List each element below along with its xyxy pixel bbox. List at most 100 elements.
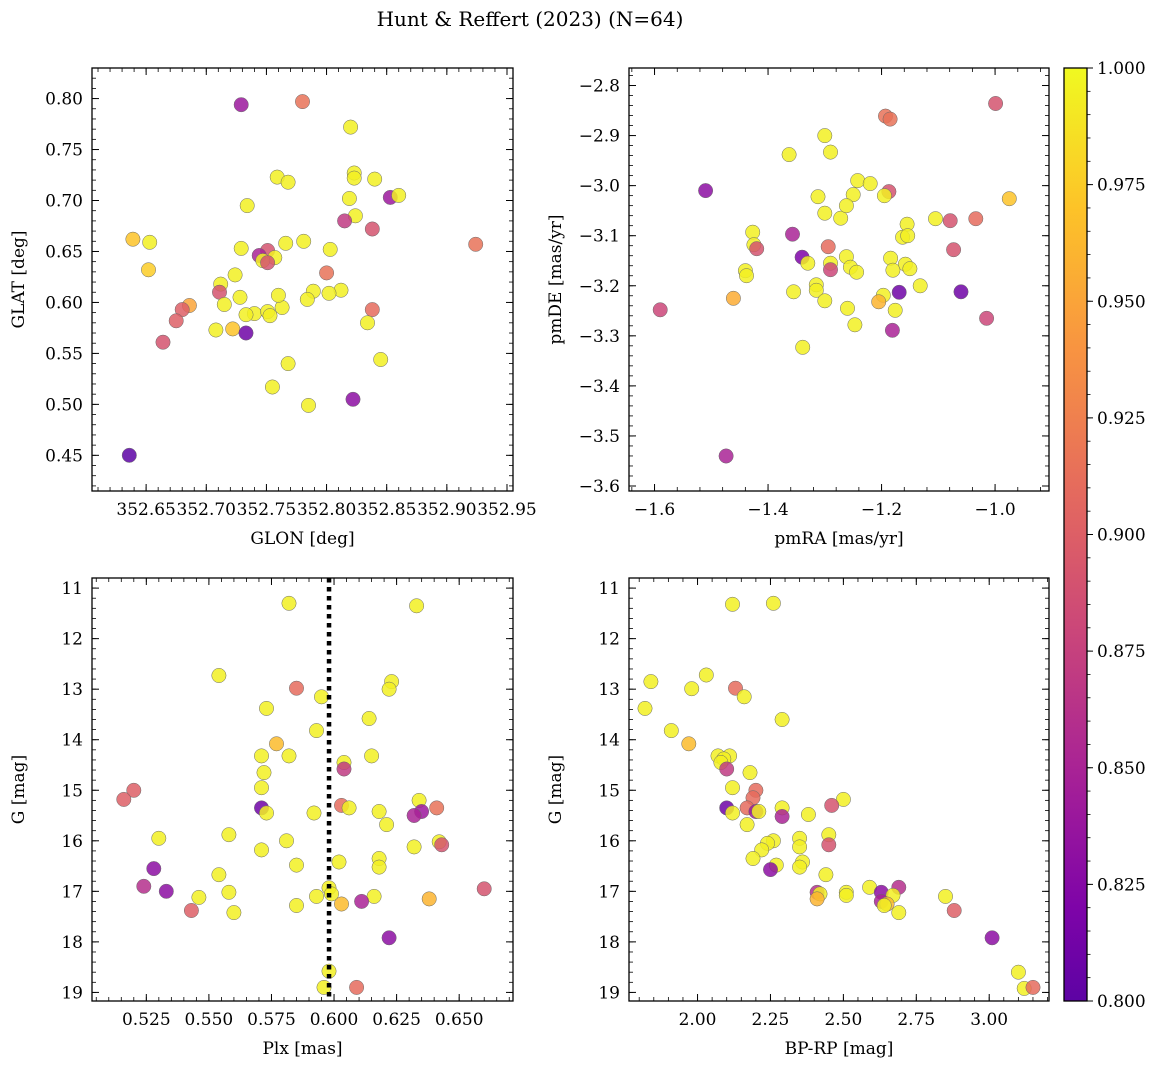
sky-point (121, 447, 137, 463)
pm-point (786, 284, 802, 300)
pm-point (781, 147, 797, 163)
pm-frame (628, 67, 1050, 492)
cmd-ytick-label: 13 (598, 680, 620, 700)
plx-point (226, 905, 242, 921)
sky-ylabel: GLAT [deg] (9, 230, 29, 328)
cmd-ytick-label: 15 (598, 781, 620, 801)
plx-point (191, 889, 207, 905)
panel-plx: 0.525 0.550 0.575 0.600 0.625 0.650 11 12 13 14 15… (9, 577, 514, 1059)
sky-point (296, 233, 312, 249)
pm-point (884, 322, 900, 338)
sky-point (270, 287, 286, 303)
plx-point (341, 800, 357, 816)
pm-point (718, 448, 734, 464)
cmd-point (725, 596, 740, 612)
pm-point (823, 262, 838, 278)
plx-point (331, 854, 347, 870)
pm-point (953, 284, 969, 300)
pm-point (652, 302, 668, 318)
pm-point (968, 211, 984, 227)
plx-point (254, 748, 269, 764)
pm-xtick-label: −1.6 (634, 500, 675, 520)
sky-point (264, 379, 280, 395)
cmd-point (1025, 979, 1041, 995)
cmd-point (739, 817, 755, 833)
pm-points (652, 96, 1017, 464)
cmd-point (774, 809, 790, 824)
plx-point (366, 888, 382, 904)
cmd-point (809, 891, 825, 907)
plx-point (281, 595, 297, 611)
cmd-point (984, 930, 1000, 946)
pm-xlabel: pmRA [mas/yr] (774, 529, 903, 549)
sky-ytick-label: 0.60 (45, 293, 83, 313)
plx-point (406, 808, 422, 823)
plx-ylabel: G [mag] (9, 755, 29, 824)
sky-point (391, 187, 407, 203)
cmd-point (745, 851, 761, 866)
sky-point (216, 297, 232, 312)
cmd-point (763, 862, 778, 878)
plx-xtick-label: 0.650 (435, 1010, 484, 1030)
pm-point (882, 111, 898, 127)
sky-point (367, 171, 383, 187)
pm-xtick-label: −1.4 (747, 500, 788, 520)
pm-point (810, 189, 826, 205)
pm-xtick-label: −1.0 (974, 500, 1015, 520)
plx-point (371, 859, 387, 875)
pm-ytick-label: −3.2 (579, 277, 620, 297)
pm-ytick-label: −2.8 (579, 77, 620, 97)
sky-point (321, 285, 337, 301)
pm-point (739, 268, 754, 284)
sky-point (142, 234, 158, 250)
cmd-ytick-label: 17 (598, 882, 620, 902)
cmd-point (637, 700, 653, 716)
sky-point (227, 267, 243, 283)
sky-xtick-label: 352.75 (237, 500, 296, 520)
cmd-point (1010, 964, 1026, 980)
pm-ytick-label: −3.3 (579, 327, 620, 347)
pm-ytick-label: −3.4 (579, 377, 620, 397)
pm-point (817, 205, 833, 221)
cmd-point (891, 905, 907, 921)
sky-point (238, 307, 254, 323)
pm-point (808, 282, 824, 298)
cmd-point (821, 837, 837, 853)
plx-point (364, 748, 380, 764)
pm-point (840, 300, 855, 316)
sky-xtick-label: 352.90 (417, 500, 476, 520)
plx-point (309, 888, 324, 904)
plx-ytick-label: 16 (61, 832, 83, 852)
sky-point (343, 119, 359, 135)
cmd-point (663, 723, 679, 739)
sky-point (225, 321, 241, 337)
sky-point (141, 262, 156, 278)
panel-cmd: 2.00 2.25 2.50 2.75 3.00 11 12 13 14 15 16 17 18 19 BP… (546, 577, 1050, 1059)
sky-point (295, 94, 310, 110)
pm-point (817, 293, 833, 309)
sky-point (341, 191, 357, 206)
plx-ytick-label: 17 (61, 882, 83, 902)
sky-point (337, 213, 353, 229)
cmd-xtick-label: 2.50 (824, 1010, 862, 1030)
pm-ytick-label: −3.0 (579, 177, 620, 197)
plx-points (116, 595, 492, 995)
pm-point (850, 173, 866, 189)
sky-point (208, 322, 224, 338)
plx-xlabel: Plx [mas] (262, 1039, 342, 1059)
pm-point (942, 213, 958, 229)
cmd-point (684, 681, 700, 697)
sky-point (373, 352, 389, 367)
cmd-point (681, 736, 697, 752)
colorbar-gradient (1063, 67, 1088, 1002)
plx-point (211, 867, 227, 883)
sky-point (232, 289, 248, 305)
pm-point (946, 242, 962, 258)
plx-point (309, 723, 324, 739)
colorbar-tick-label: 0.950 (1097, 292, 1146, 312)
colorbar-tick-label: 0.925 (1097, 409, 1146, 429)
pm-point (988, 96, 1004, 111)
pm-point (876, 188, 892, 204)
cmd-point (876, 898, 892, 913)
plx-point (371, 804, 387, 819)
